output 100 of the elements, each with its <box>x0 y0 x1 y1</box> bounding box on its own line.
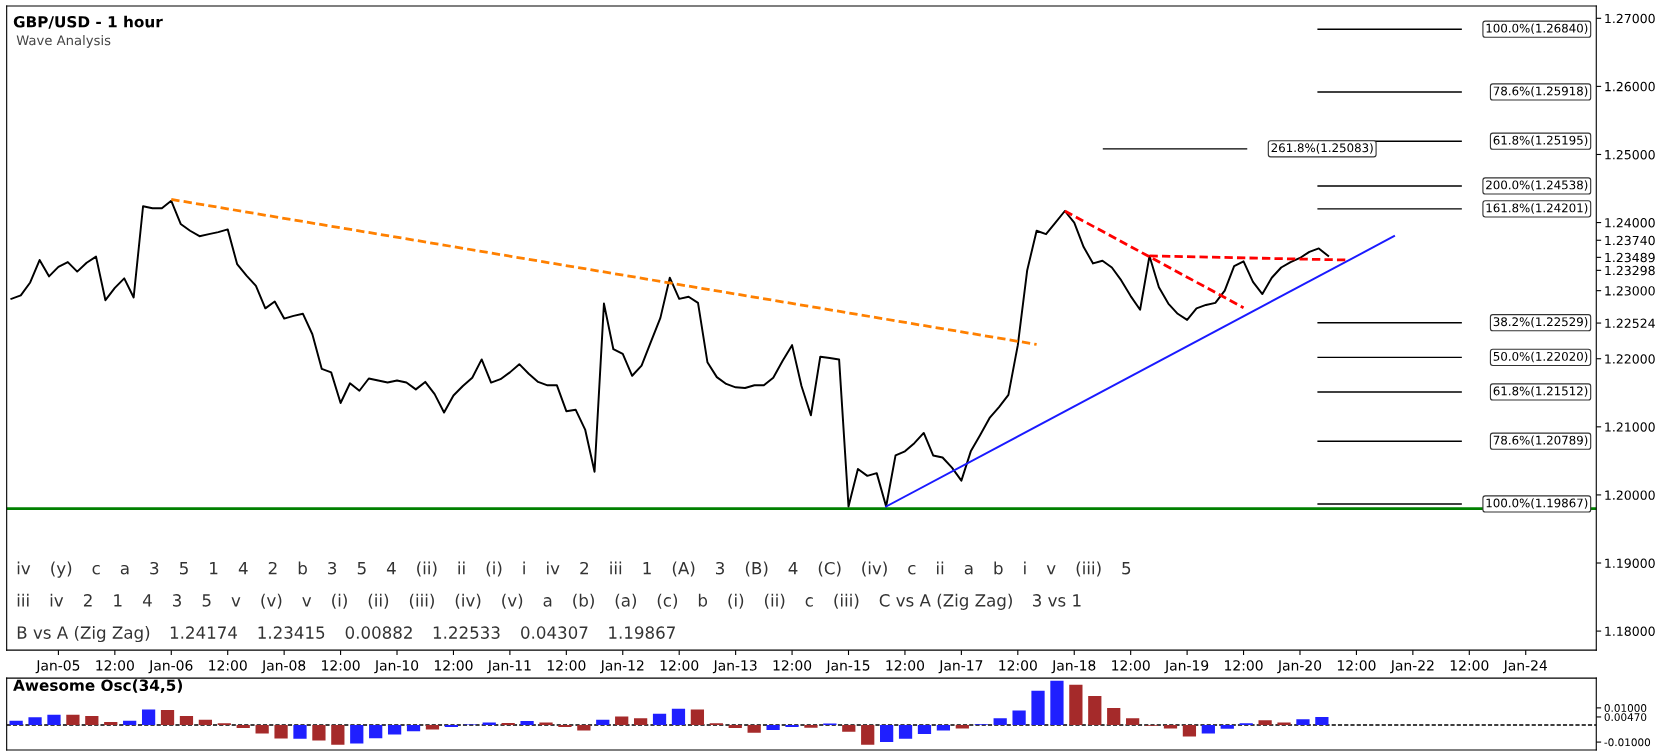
annotation: (iii) <box>1076 561 1101 577</box>
x-tick-label: Jan-12 <box>600 660 644 674</box>
y-tick-label: 1.23000 <box>1605 286 1655 296</box>
x-tick-label: Jan-22 <box>1390 660 1434 674</box>
y-tick-label: 1.23740 <box>1605 235 1655 246</box>
ref-line-label: 38.2%(1.22529) <box>1493 317 1588 328</box>
x-tick-label: 12:00 <box>547 660 586 671</box>
annotation: (ii) <box>368 593 389 609</box>
annotation: (ii) <box>764 593 785 609</box>
annotation: i <box>1024 561 1026 575</box>
x-tick-label: 12:00 <box>322 660 360 671</box>
text: GBP/USD - 1 hour <box>13 15 163 29</box>
annotation: (y) <box>51 561 72 578</box>
x-tick-label: 12:00 <box>1337 660 1376 671</box>
annotation: (C) <box>818 561 841 577</box>
annotation: c <box>92 564 100 575</box>
annotation: (b) <box>573 593 594 609</box>
y-tick-label: 1.18000 <box>1605 626 1655 637</box>
y-tick-label: 1.20000 <box>1605 490 1655 500</box>
ref-line-label: 200.0%(1.24538) <box>1486 180 1588 191</box>
x-tick-label: Jan-08 <box>261 660 306 674</box>
y-tick-label: 1.22524 <box>1605 318 1655 328</box>
annotation: iii <box>610 561 622 575</box>
annotation: 3 vs 1 <box>1032 594 1081 607</box>
ref-line-label: 161.8%(1.24201) <box>1486 203 1588 214</box>
annotation: 4 <box>788 562 798 575</box>
ref-line-label: 78.6%(1.20789) <box>1493 435 1588 447</box>
annotation: 4 <box>238 562 248 575</box>
x-tick-label: 12:00 <box>1225 660 1263 671</box>
annotation: 1.24174 <box>170 626 238 639</box>
x-tick-label: 12:00 <box>1112 660 1150 671</box>
text: Wave Analysis <box>16 35 111 48</box>
y-tick-label: 1.23489 <box>1605 252 1655 263</box>
annotation: c <box>805 597 813 607</box>
ref-line-label: 100.0%(1.26840) <box>1486 23 1588 35</box>
annotation: (v) <box>502 593 523 609</box>
x-tick-label: 12:00 <box>773 660 812 671</box>
annotation: 5 <box>202 594 211 607</box>
annotation: ii <box>937 561 944 575</box>
annotation: (iii) <box>409 593 434 609</box>
annotation: iv <box>547 561 560 575</box>
annotation: 0.00882 <box>345 626 412 639</box>
annotation: 5 <box>180 562 188 575</box>
x-tick-label: Jan-10 <box>374 660 419 674</box>
y-tick-label: -0.01000 <box>1604 738 1651 747</box>
annotation: (A) <box>672 561 695 577</box>
annotation: b <box>298 561 307 575</box>
annotation: 1.23415 <box>258 626 325 639</box>
annotation: a <box>543 597 552 607</box>
annotation: (iv) <box>862 561 887 577</box>
x-tick-label: Jan-06 <box>148 660 193 674</box>
annotation: a <box>120 564 129 575</box>
x-tick-label: 12:00 <box>96 660 134 671</box>
y-tick-label: 1.21000 <box>1605 422 1655 432</box>
annotation: iv <box>17 561 31 575</box>
y-tick-label: 1.24000 <box>1605 218 1655 228</box>
annotation: (i) <box>486 561 502 577</box>
y-tick-label: 1.19000 <box>1605 558 1655 568</box>
annotation: b <box>698 593 708 607</box>
x-tick-label: 12:00 <box>999 660 1037 671</box>
y-tick-label: 1.26000 <box>1605 81 1655 92</box>
annotation: 1.22533 <box>433 626 500 639</box>
y-tick-label: 1.25000 <box>1605 149 1655 160</box>
y-tick-label: 1.22000 <box>1605 354 1655 364</box>
x-tick-label: Jan-05 <box>35 660 80 674</box>
y-tick-label: 0.01000 <box>1604 704 1647 712</box>
annotation: 3 <box>172 594 181 607</box>
x-tick-label: 12:00 <box>209 660 247 671</box>
annotation: (iii) <box>834 593 859 609</box>
annotation: (ii) <box>417 561 437 577</box>
annotation: C vs A (Zig Zag) <box>879 593 1012 610</box>
ref-line-label: 261.8%(1.25083) <box>1271 143 1373 154</box>
annotation: 5 <box>357 562 366 575</box>
annotation: i <box>523 561 525 575</box>
annotation: 2 <box>83 594 92 607</box>
annotation: (i) <box>332 593 347 609</box>
annotation: 2 <box>268 561 277 575</box>
x-tick-label: Jan-20 <box>1277 660 1322 674</box>
chart-title: Awesome Osc(34,5) <box>13 679 182 693</box>
x-tick-label: 12:00 <box>886 660 925 671</box>
annotation: b <box>994 561 1003 575</box>
x-tick-label: Jan-17 <box>938 660 983 674</box>
y-tick-label: 0.00470 <box>1604 713 1647 722</box>
annotation: B vs A (Zig Zag) <box>17 625 150 643</box>
x-tick-label: Jan-24 <box>1502 660 1547 674</box>
ref-line-label: 61.8%(1.21512) <box>1493 386 1588 397</box>
annotation: v <box>231 597 241 607</box>
ref-line-label: 50.0%(1.22020) <box>1493 351 1588 363</box>
annotation: (i) <box>728 593 744 609</box>
x-tick-label: 12:00 <box>434 660 473 671</box>
annotation: 0.04307 <box>521 626 588 639</box>
annotation: (iv) <box>455 593 481 609</box>
x-tick-label: 12:00 <box>1450 660 1489 671</box>
annotation: 3 <box>328 561 337 575</box>
y-tick-label: 1.27000 <box>1605 13 1655 24</box>
annotation: v <box>1046 565 1056 575</box>
ref-line-label: 78.6%(1.25918) <box>1493 86 1588 97</box>
annotation: c <box>908 564 916 575</box>
y-tick-label: 1.23298 <box>1605 265 1655 276</box>
x-tick-label: Jan-15 <box>825 660 870 674</box>
